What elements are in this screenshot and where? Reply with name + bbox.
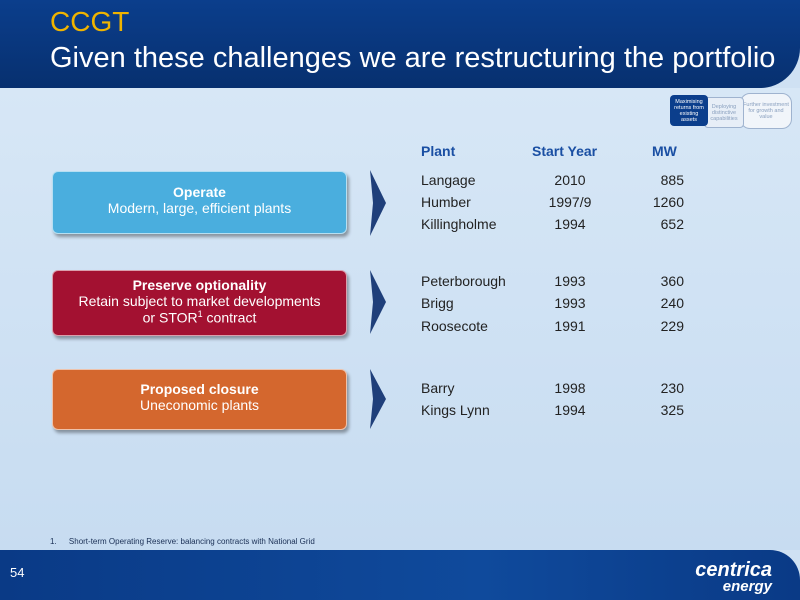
column-header-plant: Plant	[421, 143, 456, 159]
preserve-description-2: or STOR1 contract	[53, 309, 346, 326]
cell-year: 1994	[554, 216, 586, 232]
footnote-number: 1.	[50, 537, 57, 546]
preserve-line2-suffix: contract	[202, 309, 257, 326]
cell-mw: 230	[660, 380, 684, 396]
cell-plant: Langage	[421, 172, 476, 188]
cell-mw: 360	[660, 273, 684, 289]
company-logo: centrica energy	[695, 560, 772, 594]
header-banner	[0, 0, 800, 88]
cell-year: 1994	[554, 402, 586, 418]
cell-plant: Kings Lynn	[421, 402, 490, 418]
cell-mw: 229	[660, 318, 684, 334]
cell-plant: Roosecote	[421, 318, 488, 334]
preserve-box: Preserve optionality Retain subject to m…	[52, 270, 347, 336]
page-number: 54	[10, 565, 25, 580]
column-header-mw: MW	[652, 143, 677, 159]
cell-year: 1998	[554, 380, 586, 396]
cell-plant: Peterborough	[421, 273, 506, 289]
preserve-heading: Preserve optionality	[132, 277, 267, 293]
operate-box: Operate Modern, large, efficient plants	[52, 171, 347, 234]
cell-year: 1997/9	[548, 194, 592, 210]
preserve-description-1: Retain subject to market developments	[78, 293, 321, 309]
column-header-start-year: Start Year	[532, 143, 598, 159]
closure-heading: Proposed closure	[140, 381, 259, 397]
chevron-right-icon	[370, 369, 386, 429]
footnote-text: Short-term Operating Reserve: balancing …	[68, 537, 315, 546]
cell-year: 1993	[554, 295, 586, 311]
cell-year: 1991	[554, 318, 586, 334]
cell-mw: 652	[660, 216, 684, 232]
cell-year: 1993	[554, 273, 586, 289]
preserve-line2-text: or STOR	[142, 309, 198, 326]
cell-mw: 240	[660, 295, 684, 311]
operate-heading: Operate	[173, 184, 226, 200]
closure-description: Uneconomic plants	[139, 397, 260, 413]
section-kicker: CCGT	[50, 6, 130, 37]
cell-mw: 1260	[652, 194, 684, 210]
cell-plant: Killingholme	[421, 216, 497, 232]
footnote-marker: 1	[197, 309, 203, 319]
closure-box: Proposed closure Uneconomic plants	[52, 369, 347, 430]
process-step-2: Deploying distinctive capabilities	[704, 97, 744, 128]
footnote: 1. Short-term Operating Reserve: balanci…	[50, 537, 315, 546]
process-diagram: Maximising returns from existing assets …	[670, 93, 795, 131]
page-title: Given these challenges we are restructur…	[50, 42, 776, 74]
logo-line-1: centrica	[695, 559, 772, 581]
logo-line-2: energy	[722, 578, 772, 595]
cell-plant: Humber	[421, 194, 471, 210]
operate-description: Modern, large, efficient plants	[107, 200, 292, 216]
footer-bar	[0, 550, 800, 600]
process-step-1: Maximising returns from existing assets	[670, 95, 708, 126]
process-step-3: Further investment for growth and value	[740, 93, 792, 129]
chevron-right-icon	[370, 270, 386, 334]
cell-plant: Barry	[421, 380, 455, 396]
cell-year: 2010	[554, 172, 586, 188]
cell-plant: Brigg	[421, 295, 454, 311]
cell-mw: 325	[660, 402, 684, 418]
chevron-right-icon	[370, 170, 386, 236]
cell-mw: 885	[660, 172, 684, 188]
